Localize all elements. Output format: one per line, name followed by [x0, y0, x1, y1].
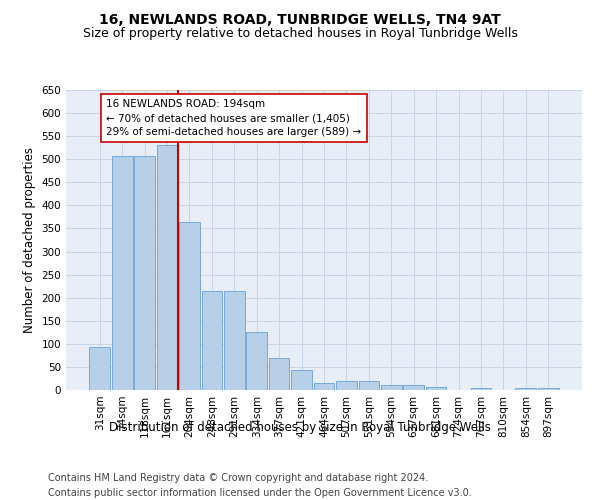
Bar: [515, 388, 536, 390]
Bar: [224, 291, 245, 390]
Bar: [112, 156, 133, 390]
Bar: [247, 332, 267, 390]
Bar: [291, 370, 312, 390]
Bar: [359, 381, 379, 390]
Text: 16, NEWLANDS ROAD, TUNBRIDGE WELLS, TN4 9AT: 16, NEWLANDS ROAD, TUNBRIDGE WELLS, TN4 …: [99, 12, 501, 26]
Bar: [179, 222, 200, 390]
Bar: [314, 382, 334, 390]
Bar: [426, 387, 446, 390]
Text: Distribution of detached houses by size in Royal Tunbridge Wells: Distribution of detached houses by size …: [109, 421, 491, 434]
Y-axis label: Number of detached properties: Number of detached properties: [23, 147, 36, 333]
Bar: [470, 388, 491, 390]
Bar: [269, 358, 289, 390]
Text: Contains HM Land Registry data © Crown copyright and database right 2024.
Contai: Contains HM Land Registry data © Crown c…: [48, 472, 472, 498]
Bar: [381, 385, 401, 390]
Text: 16 NEWLANDS ROAD: 194sqm
← 70% of detached houses are smaller (1,405)
29% of sem: 16 NEWLANDS ROAD: 194sqm ← 70% of detach…: [106, 99, 362, 137]
Bar: [157, 146, 178, 390]
Bar: [202, 291, 222, 390]
Bar: [336, 381, 357, 390]
Text: Size of property relative to detached houses in Royal Tunbridge Wells: Size of property relative to detached ho…: [83, 28, 517, 40]
Bar: [89, 347, 110, 390]
Bar: [538, 388, 559, 390]
Bar: [134, 156, 155, 390]
Bar: [403, 385, 424, 390]
